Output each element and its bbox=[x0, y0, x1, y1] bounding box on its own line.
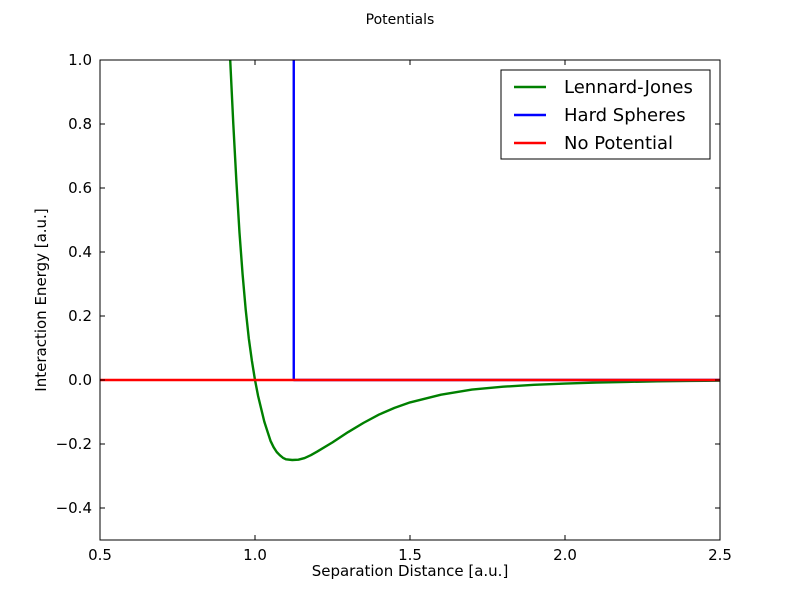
y-tick-label: 0.0 bbox=[68, 371, 92, 389]
y-tick-label: 0.4 bbox=[68, 243, 92, 261]
x-axis-ticks: 0.5 1.0 1.5 2.0 2.5 bbox=[88, 60, 732, 564]
x-tick-label: 2.0 bbox=[553, 546, 577, 564]
x-tick-label: 1.5 bbox=[398, 546, 422, 564]
x-axis-label: Separation Distance [a.u.] bbox=[312, 562, 509, 580]
legend: Lennard-Jones Hard Spheres No Potential bbox=[500, 69, 711, 160]
x-tick-label: 2.5 bbox=[708, 546, 732, 564]
series-layer bbox=[100, 60, 720, 462]
y-tick-label: −0.2 bbox=[56, 435, 92, 453]
y-axis-ticks: −0.4 −0.2 0.0 0.2 0.4 0.6 0.8 1.0 bbox=[56, 51, 720, 517]
series-line-lennard-jones bbox=[229, 60, 720, 462]
y-tick-label: 1.0 bbox=[68, 51, 92, 69]
legend-label-hard-spheres: Hard Spheres bbox=[564, 105, 686, 126]
legend-label-lennard-jones: Lennard-Jones bbox=[564, 77, 693, 98]
x-tick-label: 0.5 bbox=[88, 546, 112, 564]
x-tick-label: 1.0 bbox=[243, 546, 267, 564]
y-tick-label: 0.8 bbox=[68, 115, 92, 133]
y-tick-label: −0.4 bbox=[56, 499, 92, 517]
y-tick-label: 0.6 bbox=[68, 179, 92, 197]
y-axis-label: Interaction Energy [a.u.] bbox=[32, 208, 50, 391]
chart-title: Potentials bbox=[366, 12, 435, 28]
legend-label-no-potential: No Potential bbox=[564, 133, 673, 154]
y-tick-label: 0.2 bbox=[68, 307, 92, 325]
